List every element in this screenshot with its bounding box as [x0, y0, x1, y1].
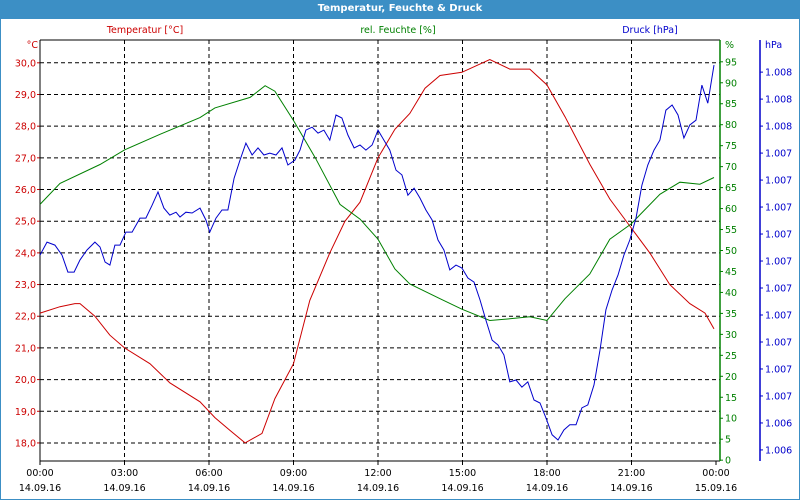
tick-label-pressure: 1.007 — [765, 364, 792, 375]
tick-label-date: 14.09.16 — [357, 483, 399, 494]
legend-temperature: Temperatur [°C] — [106, 25, 183, 36]
tick-label-humidity: 20 — [725, 372, 737, 383]
tick-label-pressure: 1.007 — [765, 203, 792, 214]
series-line-temperature — [39, 59, 715, 444]
tick-label-time: 06:00 — [195, 468, 222, 479]
tick-label-humidity: 35 — [725, 309, 737, 320]
tick-label-temperature: 20,0 — [15, 375, 36, 386]
tick-label-temperature: 23,0 — [15, 280, 36, 291]
tick-label-pressure: 1.006 — [765, 418, 792, 429]
tick-label-pressure: 1.007 — [765, 176, 792, 187]
tick-label-humidity: 40 — [725, 288, 737, 299]
tick-label-pressure: 1.007 — [765, 391, 792, 402]
tick-label-temperature: 22,0 — [15, 312, 36, 323]
tick-label-time: 03:00 — [111, 468, 138, 479]
tick-label-pressure: 1.007 — [765, 337, 792, 348]
tick-label-temperature: 28,0 — [15, 122, 36, 133]
tick-label-temperature: 25,0 — [15, 217, 36, 228]
series-line-humidity — [39, 85, 715, 322]
tick-label-date: 14.09.16 — [526, 483, 568, 494]
tick-label-time: 00:00 — [26, 468, 53, 479]
tick-label-temperature: 27,0 — [15, 153, 36, 164]
tick-label-humidity: 50 — [725, 246, 737, 257]
tick-label-temperature: 21,0 — [15, 343, 36, 354]
tick-label-temperature: 19,0 — [15, 407, 36, 418]
tick-label-humidity: 0 — [725, 456, 731, 467]
tick-label-temperature: 29,0 — [15, 90, 36, 101]
tick-label-pressure: 1.008 — [765, 68, 792, 79]
tick-label-temperature: 24,0 — [15, 248, 36, 259]
tick-label-pressure: 1.006 — [765, 445, 792, 456]
tick-label-humidity: 95 — [725, 57, 737, 68]
tick-label-humidity: 85 — [725, 99, 737, 110]
tick-label-humidity: 80 — [725, 120, 737, 131]
tick-label-humidity: 75 — [725, 141, 737, 152]
legend-pressure: Druck [hPa] — [622, 25, 678, 36]
unit-humidity: % — [725, 40, 734, 51]
tick-label-humidity: 5 — [725, 435, 731, 446]
tick-label-humidity: 70 — [725, 162, 737, 173]
tick-label-humidity: 45 — [725, 267, 737, 278]
tick-label-pressure: 1.007 — [765, 230, 792, 241]
tick-label-time: 18:00 — [533, 468, 560, 479]
series-line-pressure — [39, 65, 715, 441]
tick-label-date: 14.09.16 — [610, 483, 652, 494]
tick-label-date: 14.09.16 — [19, 483, 61, 494]
tick-label-pressure: 1.007 — [765, 257, 792, 268]
tick-label-temperature: 26,0 — [15, 185, 36, 196]
tick-label-pressure: 1.007 — [765, 149, 792, 160]
tick-label-time: 00:00 — [702, 468, 729, 479]
tick-label-pressure: 1.008 — [765, 122, 792, 133]
tick-label-humidity: 30 — [725, 330, 737, 341]
tick-label-humidity: 15 — [725, 393, 737, 404]
tick-label-time: 12:00 — [364, 468, 391, 479]
tick-label-date: 14.09.16 — [103, 483, 145, 494]
tick-label-date: 14.09.16 — [441, 483, 483, 494]
tick-label-humidity: 90 — [725, 78, 737, 89]
tick-label-time: 21:00 — [618, 468, 645, 479]
legend-humidity: rel. Feuchte [%] — [360, 25, 435, 36]
tick-label-humidity: 25 — [725, 351, 737, 362]
tick-label-humidity: 55 — [725, 225, 737, 236]
unit-pressure: hPa — [765, 40, 782, 51]
unit-temperature: °C — [27, 40, 39, 51]
tick-label-humidity: 65 — [725, 183, 737, 194]
tick-label-temperature: 30,0 — [15, 58, 36, 69]
tick-label-date: 15.09.16 — [695, 483, 737, 494]
tick-label-pressure: 1.008 — [765, 95, 792, 106]
tick-label-pressure: 1.007 — [765, 310, 792, 321]
tick-label-pressure: 1.007 — [765, 284, 792, 295]
tick-label-date: 14.09.16 — [272, 483, 314, 494]
window-title: Temperatur, Feuchte & Druck — [0, 0, 800, 19]
tick-label-temperature: 18,0 — [15, 438, 36, 449]
tick-label-time: 15:00 — [449, 468, 476, 479]
tick-label-time: 09:00 — [280, 468, 307, 479]
tick-label-humidity: 60 — [725, 204, 737, 215]
tick-label-humidity: 10 — [725, 414, 737, 425]
tick-label-date: 14.09.16 — [188, 483, 230, 494]
